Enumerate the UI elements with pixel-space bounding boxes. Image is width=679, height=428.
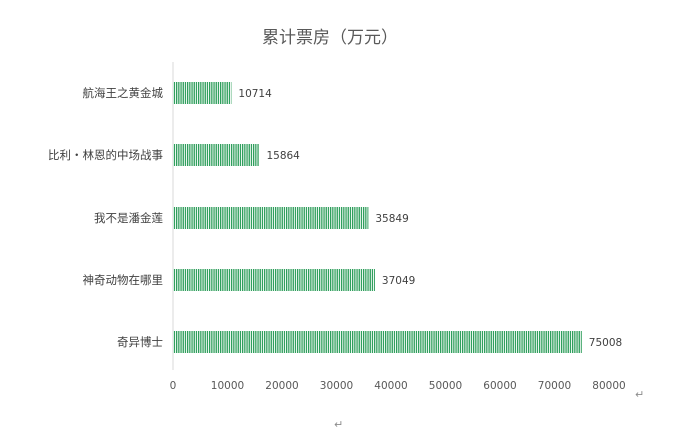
data-label-1: 15864	[266, 150, 300, 162]
x-tick-label-7: 70000	[538, 380, 571, 392]
return-mark-axis: ↵	[635, 388, 644, 401]
chart-title: 累计票房（万元）	[262, 28, 398, 48]
x-axis-tick-labels: 0 10000 20000 30000 40000 50000 60000 70000 8000…	[170, 380, 626, 392]
bar-0	[173, 82, 232, 104]
category-label-1: 比利・林恩的中场战事	[48, 148, 163, 162]
data-label-2: 35849	[375, 213, 408, 225]
category-label-0: 航海王之黄金城	[83, 86, 164, 100]
bars-layer	[173, 82, 582, 353]
x-tick-label-1: 10000	[211, 380, 244, 392]
data-label-0: 10714	[238, 88, 272, 100]
x-tick-label-5: 50000	[429, 380, 462, 392]
x-tick-label-0: 0	[170, 380, 177, 392]
bar-4	[173, 331, 582, 353]
x-tick-label-4: 40000	[374, 380, 407, 392]
bar-3	[173, 269, 375, 291]
x-tick-label-3: 30000	[320, 380, 353, 392]
return-mark-bottom: ↵	[334, 418, 343, 428]
data-labels: 10714 15864 35849 37049 75008	[238, 88, 622, 349]
x-tick-label-2: 20000	[265, 380, 298, 392]
category-label-3: 神奇动物在哪里	[83, 273, 164, 287]
x-tick-label-6: 60000	[483, 380, 516, 392]
data-label-4: 75008	[589, 337, 622, 349]
category-label-2: 我不是潘金莲	[94, 211, 163, 225]
data-label-3: 37049	[382, 275, 415, 287]
bar-1	[173, 144, 260, 166]
x-tick-label-8: 80000	[592, 380, 625, 392]
category-label-4: 奇异博士	[117, 335, 163, 349]
bar-2	[173, 207, 369, 229]
